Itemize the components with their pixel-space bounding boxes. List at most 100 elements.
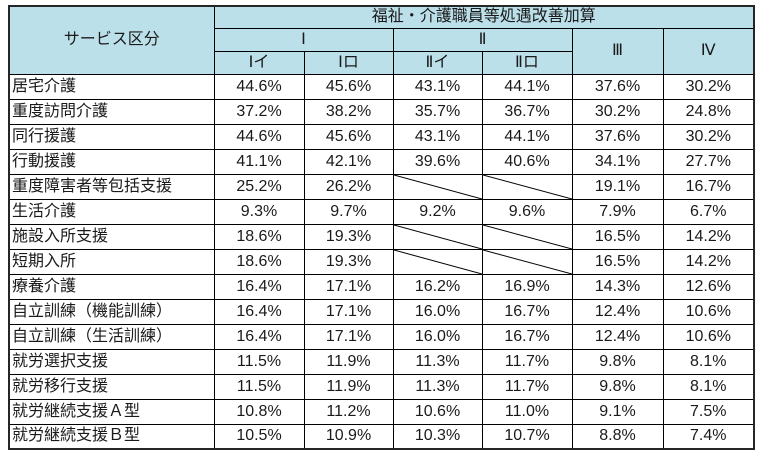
diagonal-slash-icon (483, 175, 572, 199)
sub-header-1ro: Ⅰロ (303, 50, 394, 75)
rate-value-cell: 18.6% (213, 248, 305, 275)
rate-value-cell: 37.6% (571, 73, 664, 100)
table-row: 就労継続支援Ａ型 10.8% 11.2% 10.6% 11.0% 9.1% 7.5% (8, 398, 755, 425)
rate-value-cell: 16.7% (662, 173, 755, 200)
rate-value-cell: 44.6% (213, 73, 305, 100)
not-applicable-cell (392, 173, 483, 200)
rate-value-cell: 9.8% (571, 373, 664, 400)
service-name-cell: 重度訪問介護 (8, 98, 215, 125)
rate-value-cell: 16.4% (213, 323, 305, 350)
rate-value-cell: 37.2% (213, 98, 305, 125)
sub-header-1i: Ⅰイ (213, 50, 305, 75)
rate-value-cell: 9.1% (571, 398, 664, 425)
table-row: 行動援護 41.1% 42.1% 39.6% 40.6% 34.1% 27.7% (8, 148, 755, 175)
service-name-cell: 居宅介護 (8, 73, 215, 100)
not-applicable-cell (392, 223, 483, 250)
diagonal-slash-icon (483, 225, 572, 249)
rate-value-cell: 43.1% (392, 123, 483, 150)
rate-value-cell: 10.5% (213, 423, 305, 450)
rate-value-cell: 30.2% (662, 123, 755, 150)
level-3-header: Ⅲ (571, 27, 664, 75)
rate-value-cell: 25.2% (213, 173, 305, 200)
rate-value-cell: 11.0% (481, 398, 573, 425)
rate-value-cell: 44.6% (213, 123, 305, 150)
diagonal-slash-icon (394, 175, 482, 199)
rate-value-cell: 19.3% (303, 223, 394, 250)
rate-value-cell: 34.1% (571, 148, 664, 175)
rate-value-cell: 12.4% (571, 298, 664, 325)
rate-value-cell: 26.2% (303, 173, 394, 200)
rate-value-cell: 19.3% (303, 248, 394, 275)
rate-value-cell: 16.0% (392, 323, 483, 350)
service-name-cell: 重度障害者等包括支援 (8, 173, 215, 200)
rate-value-cell: 14.2% (662, 223, 755, 250)
rate-value-cell: 24.8% (662, 98, 755, 125)
rate-value-cell: 10.8% (213, 398, 305, 425)
rate-value-cell: 11.5% (213, 373, 305, 400)
table-row: 居宅介護 44.6% 45.6% 43.1% 44.1% 37.6% 30.2% (8, 73, 755, 100)
rate-value-cell: 16.7% (481, 323, 573, 350)
rate-value-cell: 10.6% (392, 398, 483, 425)
rate-value-cell: 11.2% (303, 398, 394, 425)
rate-value-cell: 41.1% (213, 148, 305, 175)
rate-value-cell: 16.5% (571, 223, 664, 250)
table-row: 重度訪問介護 37.2% 38.2% 35.7% 36.7% 30.2% 24.8% (8, 98, 755, 125)
table-row: 自立訓練（機能訓練） 16.4% 17.1% 16.0% 16.7% 12.4% 10.6% (8, 298, 755, 325)
rate-value-cell: 12.6% (662, 273, 755, 300)
service-category-header: サービス区分 (8, 5, 215, 75)
rate-value-cell: 11.7% (481, 373, 573, 400)
not-applicable-cell (481, 223, 573, 250)
rate-value-cell: 11.3% (392, 373, 483, 400)
rate-value-cell: 16.7% (481, 298, 573, 325)
treatment-improvement-rate-table: サービス区分 福祉・介護職員等処遇改善加算 Ⅰ Ⅱ Ⅲ Ⅳ Ⅰイ Ⅰロ Ⅱイ Ⅱ… (8, 5, 756, 450)
rate-value-cell: 30.2% (571, 98, 664, 125)
rate-value-cell: 35.7% (392, 98, 483, 125)
service-name-cell: 生活介護 (8, 198, 215, 225)
rate-value-cell: 43.1% (392, 73, 483, 100)
level-4-header: Ⅳ (662, 27, 755, 75)
rate-value-cell: 17.1% (303, 273, 394, 300)
rate-value-cell: 8.1% (662, 348, 755, 375)
rate-value-cell: 9.6% (481, 198, 573, 225)
rate-value-cell: 11.9% (303, 348, 394, 375)
rate-value-cell: 16.4% (213, 273, 305, 300)
rate-value-cell: 42.1% (303, 148, 394, 175)
rate-value-cell: 14.2% (662, 248, 755, 275)
rate-value-cell: 27.7% (662, 148, 755, 175)
rate-value-cell: 44.1% (481, 123, 573, 150)
table-row: 生活介護 9.3% 9.7% 9.2% 9.6% 7.9% 6.7% (8, 198, 755, 225)
table-row: 短期入所 18.6% 19.3% 16.5% 14.2% (8, 248, 755, 275)
not-applicable-cell (481, 248, 573, 275)
rate-value-cell: 9.7% (303, 198, 394, 225)
rate-value-cell: 16.5% (571, 248, 664, 275)
rate-value-cell: 11.3% (392, 348, 483, 375)
rate-value-cell: 45.6% (303, 123, 394, 150)
table-row: 自立訓練（生活訓練） 16.4% 17.1% 16.0% 16.7% 12.4% 10.6% (8, 323, 755, 350)
not-applicable-cell (392, 248, 483, 275)
table-row: 就労移行支援 11.5% 11.9% 11.3% 11.7% 9.8% 8.1% (8, 373, 755, 400)
service-name-cell: 療養介護 (8, 273, 215, 300)
service-name-cell: 就労継続支援Ｂ型 (8, 423, 215, 450)
rate-value-cell: 7.5% (662, 398, 755, 425)
rate-value-cell: 30.2% (662, 73, 755, 100)
rate-value-cell: 36.7% (481, 98, 573, 125)
rate-value-cell: 16.2% (392, 273, 483, 300)
rate-value-cell: 14.3% (571, 273, 664, 300)
rate-value-cell: 37.6% (571, 123, 664, 150)
rate-value-cell: 39.6% (392, 148, 483, 175)
level-2-header: Ⅱ (392, 27, 573, 52)
service-name-cell: 行動援護 (8, 148, 215, 175)
rate-value-cell: 8.8% (571, 423, 664, 450)
sub-header-2i: Ⅱイ (392, 50, 483, 75)
rate-value-cell: 18.6% (213, 223, 305, 250)
service-name-cell: 同行援護 (8, 123, 215, 150)
service-name-cell: 短期入所 (8, 248, 215, 275)
rate-value-cell: 11.7% (481, 348, 573, 375)
rate-value-cell: 11.9% (303, 373, 394, 400)
service-name-cell: 就労移行支援 (8, 373, 215, 400)
rate-value-cell: 38.2% (303, 98, 394, 125)
table-row: 就労選択支援 11.5% 11.9% 11.3% 11.7% 9.8% 8.1% (8, 348, 755, 375)
group-title-header: 福祉・介護職員等処遇改善加算 (213, 5, 755, 29)
rate-value-cell: 40.6% (481, 148, 573, 175)
